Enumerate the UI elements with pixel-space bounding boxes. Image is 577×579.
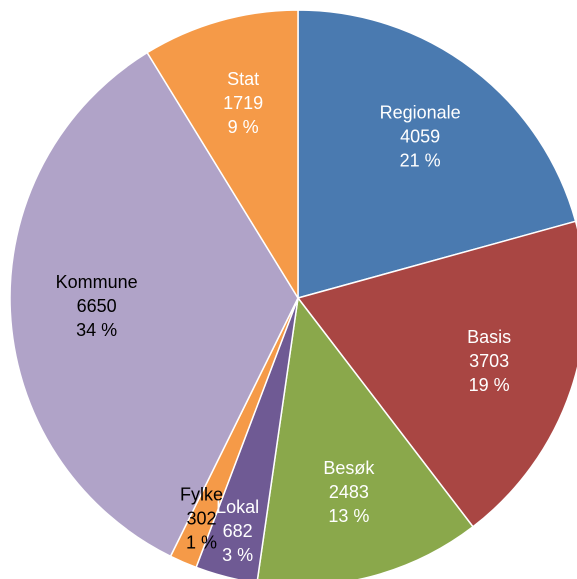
slice-percent: 13 % [328,506,369,526]
slice-percent: 34 % [76,320,117,340]
slice-label: Lokal [216,497,259,517]
slice-label: Basis [467,327,511,347]
slice-label: Besøk [323,458,375,478]
slice-value: 1719 [223,93,263,113]
slice-percent: 9 % [228,117,259,137]
pie-slice [146,9,299,301]
slice-label: Kommune [56,272,138,292]
pie-slice [296,220,577,528]
slice-percent: 3 % [222,545,253,565]
pie-slice [297,9,577,299]
slice-value: 302 [187,509,217,529]
pie-slice [9,51,299,558]
pie-slice [256,296,475,579]
slice-value: 2483 [329,482,369,502]
slice-label: Stat [227,69,259,89]
slice-label: Regionale [380,102,461,122]
slice-percent: 21 % [400,150,441,170]
slice-value: 682 [223,521,253,541]
slice-percent: 19 % [469,375,510,395]
slice-percent: 1 % [186,533,217,553]
slice-label: Fylke [180,485,223,505]
slice-value: 3703 [469,351,509,371]
slice-value: 4059 [400,126,440,146]
slice-value: 6650 [77,296,117,316]
